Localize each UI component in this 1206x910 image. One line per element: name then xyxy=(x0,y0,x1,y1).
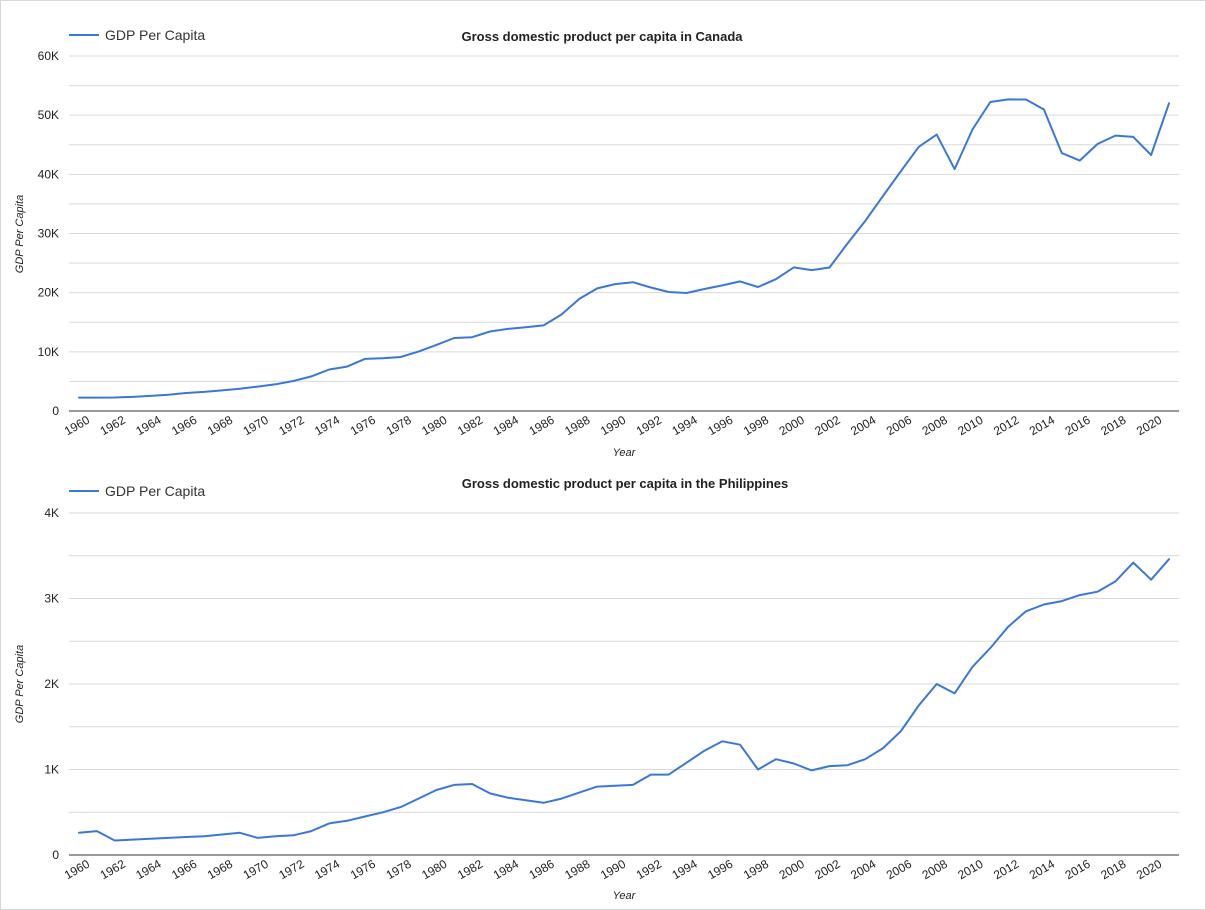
x-tick-label: 1998 xyxy=(741,413,771,439)
y-axis-label: GDP Per Capita xyxy=(14,195,26,273)
x-tick-label: 2006 xyxy=(884,857,914,883)
x-tick-label: 1968 xyxy=(205,413,235,439)
x-tick-label: 2008 xyxy=(920,413,950,439)
x-tick-label: 1962 xyxy=(98,413,128,439)
x-tick-label: 1976 xyxy=(348,413,378,439)
x-tick-label: 1992 xyxy=(634,413,664,439)
x-tick-label: 1984 xyxy=(491,413,521,439)
chart-title: Gross domestic product per capita in the… xyxy=(462,476,789,491)
x-tick-label: 2016 xyxy=(1063,413,1093,439)
x-tick-label: 2010 xyxy=(955,413,985,439)
y-tick-label: 40K xyxy=(38,167,59,181)
x-tick-label: 2012 xyxy=(991,413,1021,439)
x-tick-label: 1970 xyxy=(241,857,271,883)
x-tick-label: 2014 xyxy=(1027,413,1057,439)
x-tick-label: 1978 xyxy=(384,857,414,883)
x-tick-label: 1988 xyxy=(562,857,592,883)
x-tick-label: 1996 xyxy=(705,857,735,883)
y-tick-label: 0 xyxy=(52,404,59,418)
x-tick-label: 1962 xyxy=(98,857,128,883)
y-tick-label: 3K xyxy=(44,592,59,606)
x-tick-label: 1984 xyxy=(491,857,521,883)
x-axis-label: Year xyxy=(613,890,637,902)
y-tick-label: 30K xyxy=(38,227,59,241)
x-tick-label: 1996 xyxy=(705,413,735,439)
x-tick-label: 1960 xyxy=(62,413,92,439)
x-tick-label: 2018 xyxy=(1098,413,1128,439)
x-tick-label: 1988 xyxy=(562,413,592,439)
x-tick-label: 1978 xyxy=(384,413,414,439)
legend-label[interactable]: GDP Per Capita xyxy=(105,27,205,43)
y-tick-label: 1K xyxy=(44,763,59,777)
x-tick-label: 1982 xyxy=(455,857,485,883)
series-line-gdp-per-capita xyxy=(78,98,1170,399)
x-tick-label: 2002 xyxy=(812,857,842,883)
x-tick-label: 1986 xyxy=(527,413,557,439)
x-tick-label: 1964 xyxy=(133,413,163,439)
x-tick-label: 2012 xyxy=(991,857,1021,883)
x-tick-label: 1992 xyxy=(634,857,664,883)
x-axis-label: Year xyxy=(613,447,637,459)
x-tick-label: 2020 xyxy=(1134,413,1164,439)
x-tick-label: 1972 xyxy=(276,857,306,883)
y-tick-label: 2K xyxy=(44,677,59,691)
x-tick-label: 2004 xyxy=(848,413,878,439)
x-tick-label: 2018 xyxy=(1098,857,1128,883)
legend-label[interactable]: GDP Per Capita xyxy=(105,483,205,499)
x-tick-label: 2004 xyxy=(848,857,878,883)
x-tick-label: 1980 xyxy=(419,857,449,883)
y-axis-label: GDP Per Capita xyxy=(14,645,26,723)
series-line-gdp-per-capita xyxy=(78,558,1170,842)
y-tick-label: 10K xyxy=(38,345,59,359)
x-tick-label: 1960 xyxy=(62,857,92,883)
x-tick-label: 1972 xyxy=(276,413,306,439)
y-tick-label: 50K xyxy=(38,108,59,122)
y-tick-label: 0 xyxy=(52,848,59,862)
x-tick-label: 2016 xyxy=(1063,857,1093,883)
x-tick-label: 2002 xyxy=(812,413,842,439)
x-tick-label: 1976 xyxy=(348,857,378,883)
x-tick-label: 2000 xyxy=(777,857,807,883)
chart-title: Gross domestic product per capita in Can… xyxy=(461,29,743,44)
x-tick-label: 1994 xyxy=(669,413,699,439)
x-tick-label: 2020 xyxy=(1134,857,1164,883)
x-tick-label: 2006 xyxy=(884,413,914,439)
y-tick-label: 60K xyxy=(38,49,59,63)
x-tick-label: 1964 xyxy=(133,857,163,883)
x-tick-label: 1968 xyxy=(205,857,235,883)
x-tick-label: 1974 xyxy=(312,857,342,883)
x-tick-label: 2010 xyxy=(955,857,985,883)
x-tick-label: 1990 xyxy=(598,413,628,439)
x-tick-label: 1998 xyxy=(741,857,771,883)
y-tick-label: 4K xyxy=(44,506,59,520)
x-tick-label: 1974 xyxy=(312,413,342,439)
x-tick-label: 2008 xyxy=(920,857,950,883)
x-tick-label: 1980 xyxy=(419,413,449,439)
x-tick-label: 1966 xyxy=(169,413,199,439)
x-tick-label: 2014 xyxy=(1027,857,1057,883)
x-tick-label: 1986 xyxy=(527,857,557,883)
x-tick-label: 1982 xyxy=(455,413,485,439)
x-tick-label: 2000 xyxy=(777,413,807,439)
x-tick-label: 1990 xyxy=(598,857,628,883)
x-tick-label: 1994 xyxy=(669,857,699,883)
x-tick-label: 1966 xyxy=(169,857,199,883)
x-tick-label: 1970 xyxy=(241,413,271,439)
y-tick-label: 20K xyxy=(38,286,59,300)
